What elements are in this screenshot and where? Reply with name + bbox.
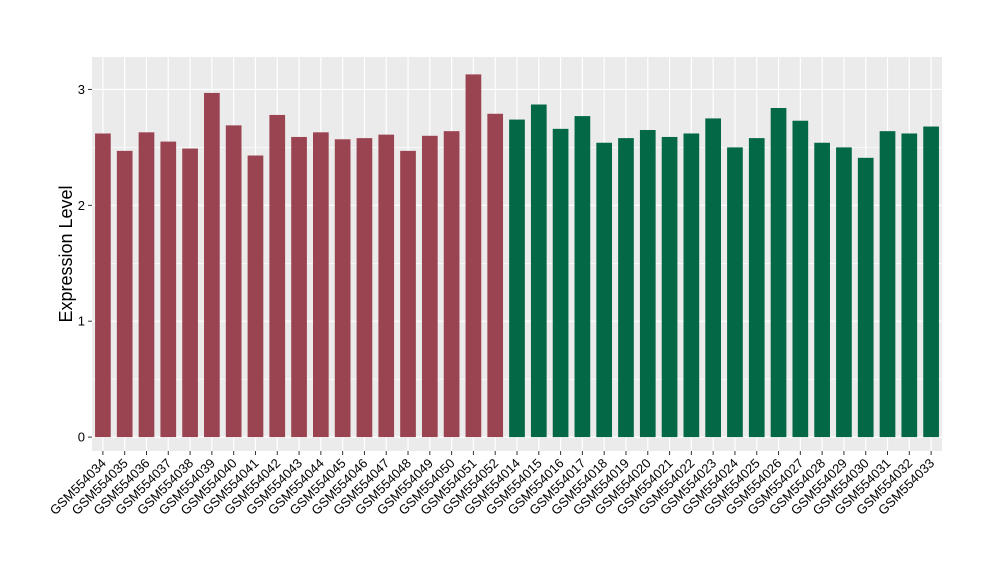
bar xyxy=(116,150,133,438)
bar xyxy=(596,142,613,438)
bar xyxy=(857,157,874,438)
bar-series xyxy=(95,74,939,438)
bar xyxy=(291,136,307,438)
y-tick-label: 3 xyxy=(78,82,85,97)
bar xyxy=(313,132,329,438)
bar xyxy=(182,148,198,438)
bar xyxy=(269,114,286,438)
bar xyxy=(334,139,351,438)
x-axis: GSM554034GSM554035GSM554036GSM554037GSM5… xyxy=(47,451,937,518)
bar xyxy=(95,133,111,438)
bar xyxy=(748,138,765,438)
bar xyxy=(356,138,373,438)
bar xyxy=(879,131,896,438)
bar xyxy=(923,126,939,438)
bar xyxy=(204,92,220,438)
bar xyxy=(509,119,525,438)
y-axis-title: Expression Level xyxy=(56,185,76,322)
bar xyxy=(574,116,591,438)
bar xyxy=(225,125,242,438)
bar xyxy=(618,138,634,438)
bar xyxy=(792,120,809,438)
bar xyxy=(727,147,743,438)
bar xyxy=(487,113,504,438)
bar xyxy=(639,130,656,438)
bar xyxy=(160,141,177,438)
bar xyxy=(530,104,547,438)
bar xyxy=(901,133,918,438)
bar xyxy=(705,118,721,438)
y-tick-label: 2 xyxy=(78,198,85,213)
bar xyxy=(247,155,264,438)
bar xyxy=(814,142,830,438)
y-tick-label: 1 xyxy=(78,314,85,329)
bar xyxy=(421,135,438,438)
y-axis: 0 1 2 3 xyxy=(78,82,92,445)
bar xyxy=(552,128,569,438)
bar xyxy=(378,134,395,438)
bar xyxy=(465,74,482,438)
bar xyxy=(661,136,678,438)
bar xyxy=(443,131,460,438)
y-tick-label: 0 xyxy=(78,430,85,445)
bar xyxy=(400,150,416,438)
bar xyxy=(836,147,852,438)
bar xyxy=(683,133,700,438)
bar xyxy=(138,132,155,438)
bar xyxy=(770,107,787,438)
